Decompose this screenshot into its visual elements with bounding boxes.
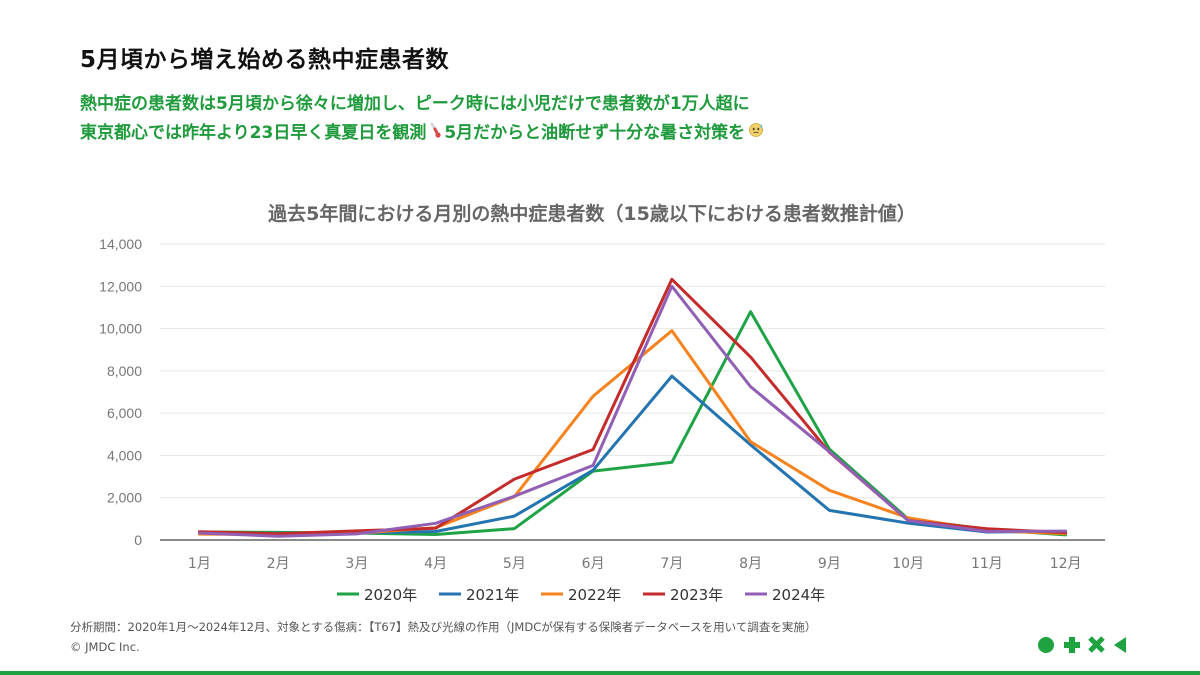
lede-line-1: 熱中症の患者数は5月頃から徐々に増加し、ピーク時には小児だけで患者数が1万人超に <box>80 94 750 114</box>
x-tick-label: 1月 <box>188 556 211 572</box>
thermometer-icon <box>429 120 441 149</box>
y-tick-label: 2,000 <box>107 490 142 506</box>
y-tick-label: 12,000 <box>99 278 142 294</box>
x-tick-label: 4月 <box>424 556 447 572</box>
lede-line-2: 東京都心では昨年より23日早く真夏日を観測 5月だからと油断せず十分な暑さ対策を <box>80 119 767 149</box>
y-axis: 0 2,000 4,000 6,000 8,000 10,000 12,000 14,000 <box>99 236 142 548</box>
y-tick-label: 4,000 <box>107 447 142 463</box>
series-line-2024年 <box>197 284 1068 538</box>
x-tick-label: 11月 <box>971 556 1003 572</box>
jmdc-logo-icon <box>1038 636 1126 653</box>
legend-label: 2020年 <box>364 586 417 604</box>
lede: 熱中症の患者数は5月頃から徐々に増加し、ピーク時には小児だけで患者数が1万人超に… <box>80 90 767 149</box>
x-axis: 1月 2月 3月 4月 5月 6月 7月 8月 9月 10月 11月 12月 <box>188 556 1082 572</box>
footnote-analysis-note: 分析期間：2020年1月～2024年12月、対象とする傷病：【T67】熱及び光線… <box>70 620 817 634</box>
y-tick-label: 14,000 <box>99 236 142 252</box>
series-line-2021年 <box>197 374 1068 535</box>
gridlines <box>160 243 1105 541</box>
y-tick-label: 6,000 <box>107 405 142 421</box>
page-title: 5月頃から増え始める熱中症患者数 <box>80 47 450 73</box>
lede-line-2-part-a: 東京都心では昨年より23日早く真夏日を観測 <box>80 123 427 143</box>
legend-label: 2021年 <box>466 586 519 604</box>
x-tick-label: 2月 <box>267 556 290 572</box>
x-tick-label: 6月 <box>582 556 605 572</box>
bottom-rule <box>0 671 1200 675</box>
sweat-face-icon <box>748 120 764 149</box>
legend-label: 2024年 <box>772 586 825 604</box>
lede-line-2-part-b: 5月だからと油断せず十分な暑さ対策を <box>444 123 746 143</box>
y-tick-label: 0 <box>134 532 142 548</box>
x-tick-label: 5月 <box>503 556 526 572</box>
copyright: © JMDC Inc. <box>70 640 140 654</box>
x-tick-label: 10月 <box>892 556 924 572</box>
x-tick-label: 8月 <box>739 556 762 572</box>
legend-label: 2023年 <box>670 586 723 604</box>
chart-title: 過去5年間における月別の熱中症患者数（15歳以下における患者数推計値） <box>268 202 916 225</box>
series-lines <box>197 277 1068 538</box>
x-tick-label: 12月 <box>1050 556 1082 572</box>
series-line-2023年 <box>197 277 1068 536</box>
footnote: 分析期間：2020年1月～2024年12月、対象とする傷病：【T67】熱及び光線… <box>70 617 816 657</box>
legend: 2020年 2021年 2022年 2023年 2024年 <box>337 586 825 604</box>
y-tick-label: 8,000 <box>107 363 142 379</box>
legend-label: 2022年 <box>568 586 621 604</box>
x-tick-label: 3月 <box>345 556 368 572</box>
x-tick-label: 7月 <box>660 556 683 572</box>
x-tick-label: 9月 <box>818 556 841 572</box>
y-tick-label: 10,000 <box>99 321 142 337</box>
